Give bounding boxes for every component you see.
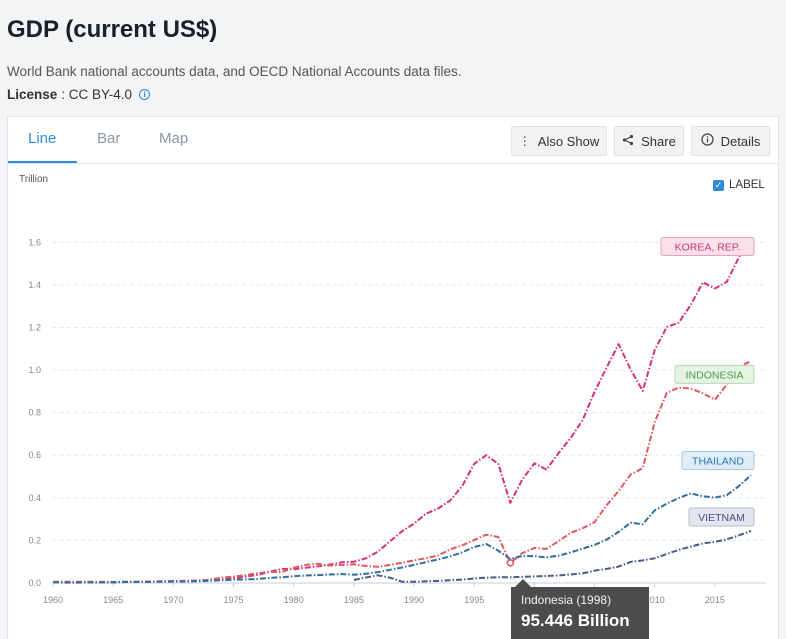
details-button[interactable]: Details [691,126,770,156]
tab-bar[interactable]: Bar [97,130,121,147]
tab-line[interactable]: Line [28,130,57,147]
label-toggle-text: LABEL [729,179,765,191]
active-tab-indicator [8,161,77,163]
tab-map[interactable]: Map [159,130,189,147]
chart-panel: Line Bar Map ⋮ Also Show Share Details T… [7,116,779,639]
share-button[interactable]: Share [614,126,684,156]
more-vertical-icon: ⋮ [518,134,531,148]
y-axis-unit: Trillion [19,174,49,185]
license-value: : CC BY-4.0 [61,87,133,102]
also-show-label: Also Show [537,133,600,149]
info-circle-icon [701,133,714,149]
license-line: License : CC BY-4.0 i [7,87,151,102]
info-icon[interactable]: i [139,89,151,100]
license-label: License [7,87,58,102]
also-show-button[interactable]: ⋮ Also Show [511,126,607,156]
page-subtitle: World Bank national accounts data, and O… [7,64,462,79]
share-icon [622,134,634,149]
page-title: GDP (current US$) [7,16,218,43]
share-label: Share [641,133,676,149]
checkbox-checked-icon[interactable]: ✓ [713,179,724,191]
view-tabs: Line Bar Map ⋮ Also Show Share Details [8,117,778,164]
label-toggle[interactable]: ✓ LABEL [713,179,765,191]
details-label: Details [720,133,761,149]
